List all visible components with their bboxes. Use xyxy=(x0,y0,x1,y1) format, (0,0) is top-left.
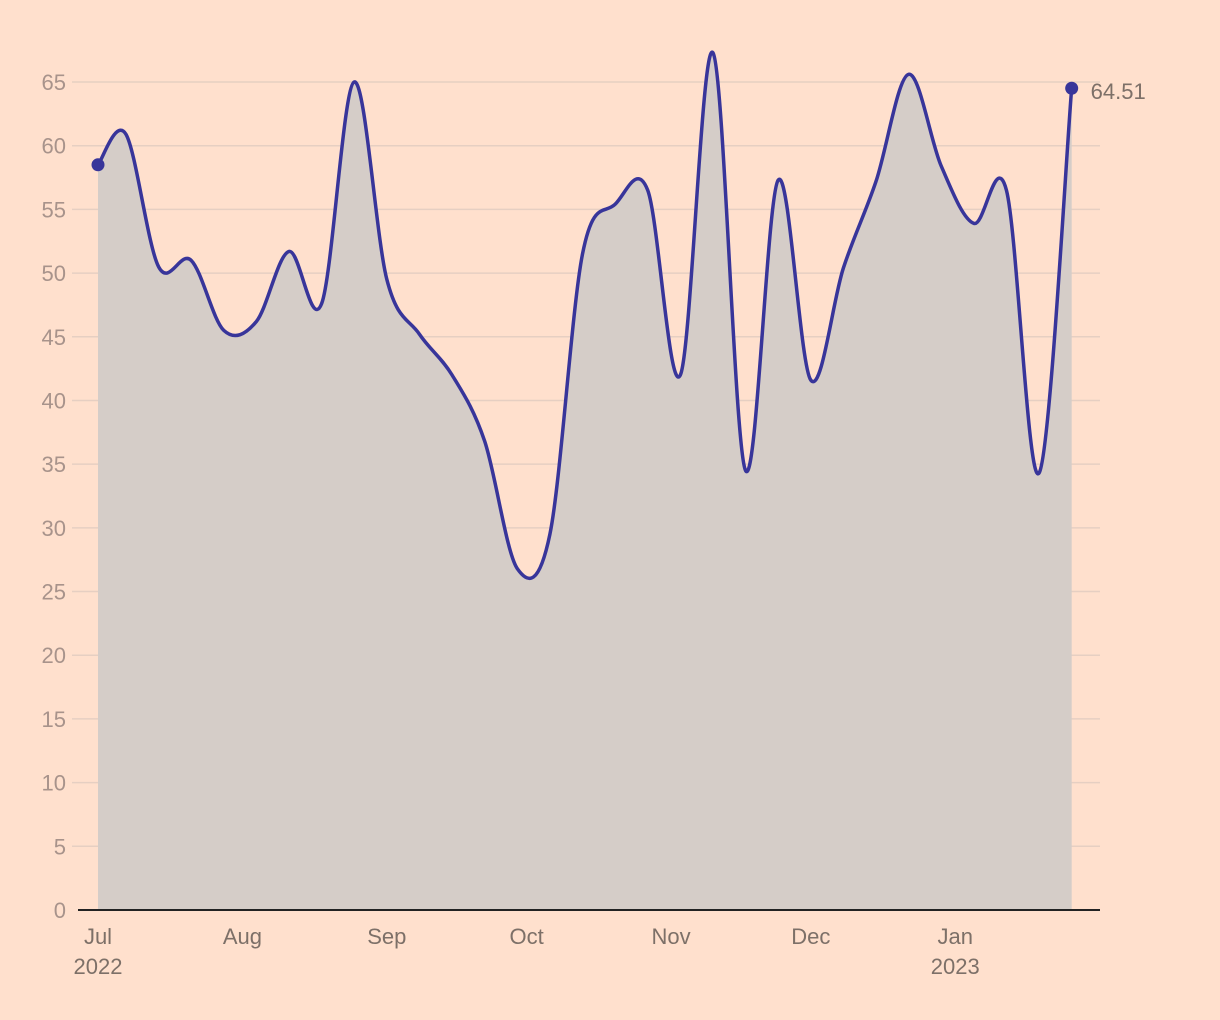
x-tick-label: Jul xyxy=(84,924,112,949)
y-tick-label: 15 xyxy=(42,707,66,732)
x-tick-label: Aug xyxy=(223,924,262,949)
y-tick-label: 20 xyxy=(42,643,66,668)
series-area xyxy=(98,52,1072,911)
y-tick-label: 35 xyxy=(42,452,66,477)
x-axis-ticks: Jul 2022 Aug Sep Oct Nov Dec Jan 2023 xyxy=(74,924,980,979)
end-value-label: 64.51 xyxy=(1091,79,1146,104)
y-tick-label: 50 xyxy=(42,261,66,286)
y-axis-ticks: 0 5 10 15 20 25 30 35 40 45 50 55 60 65 xyxy=(42,70,66,923)
y-tick-label: 25 xyxy=(42,580,66,605)
x-tick-label: Sep xyxy=(367,924,406,949)
y-tick-label: 45 xyxy=(42,325,66,350)
y-tick-label: 10 xyxy=(42,771,66,796)
y-tick-label: 40 xyxy=(42,388,66,413)
y-tick-label: 0 xyxy=(54,898,66,923)
y-tick-label: 5 xyxy=(54,834,66,859)
x-tick-year-label: 2022 xyxy=(74,954,123,979)
end-point-marker xyxy=(1065,81,1079,95)
series-line xyxy=(96,50,1074,581)
y-tick-label: 55 xyxy=(42,197,66,222)
x-tick-year-label: 2023 xyxy=(931,954,980,979)
start-point-marker xyxy=(91,158,105,172)
x-tick-label: Oct xyxy=(509,924,543,949)
x-tick-label: Nov xyxy=(651,924,690,949)
y-tick-label: 60 xyxy=(42,134,66,159)
x-tick-label: Dec xyxy=(791,924,830,949)
y-tick-label: 30 xyxy=(42,516,66,541)
x-tick-label: Jan xyxy=(937,924,972,949)
y-tick-label: 65 xyxy=(42,70,66,95)
